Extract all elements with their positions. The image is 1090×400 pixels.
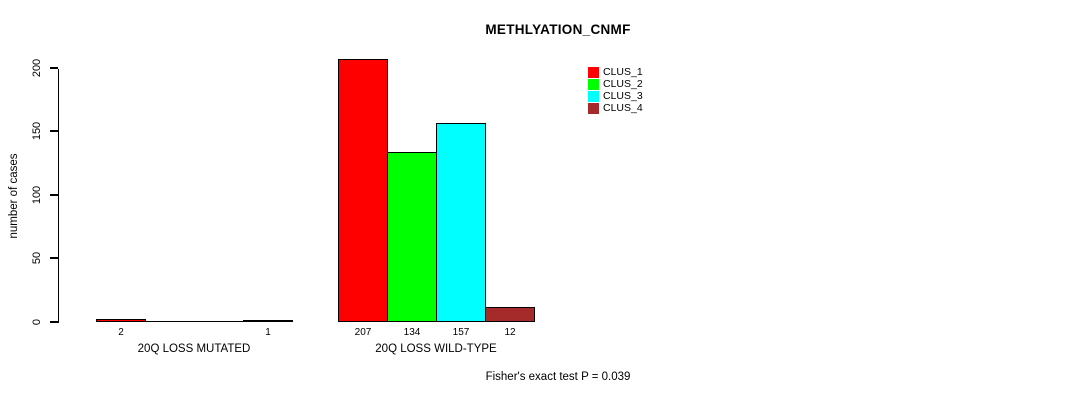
y-axis-title: number of cases xyxy=(8,153,20,239)
bar-value-label: 1 xyxy=(265,327,271,338)
bar-clus_4-group2 xyxy=(485,307,535,322)
legend-label: CLUS_1 xyxy=(603,65,643,78)
y-tick-label-200: 200 xyxy=(31,58,43,78)
bar-value-label: 207 xyxy=(354,327,372,338)
y-axis-tick-50 xyxy=(50,257,58,259)
y-axis-tick-200 xyxy=(50,67,58,69)
y-tick-label-50: 50 xyxy=(31,251,43,265)
legend-item-clus_3: CLUS_3 xyxy=(588,90,643,102)
y-axis-tick-150 xyxy=(50,130,58,132)
legend-swatch-icon xyxy=(588,66,599,78)
bar-value-label: 12 xyxy=(504,327,516,338)
bar-value-label: 134 xyxy=(403,327,421,338)
legend-item-clus_1: CLUS_1 xyxy=(588,66,643,78)
y-axis-line xyxy=(57,69,59,323)
y-tick-label-150: 150 xyxy=(31,121,43,141)
legend-item-clus_2: CLUS_2 xyxy=(588,78,643,90)
fisher-exact-test-note: Fisher's exact test P = 0.039 xyxy=(485,371,631,383)
bar-clus_3-group2 xyxy=(436,123,486,322)
legend-swatch-icon xyxy=(588,103,599,115)
legend-label: CLUS_2 xyxy=(603,78,643,91)
legend-label: CLUS_3 xyxy=(603,90,643,103)
legend-item-clus_4: CLUS_4 xyxy=(588,103,643,115)
bar-clus_2-group2 xyxy=(387,152,437,322)
y-axis-tick-0 xyxy=(50,321,58,323)
bar-value-label: 157 xyxy=(452,327,470,338)
legend-swatch-icon xyxy=(588,78,599,90)
bar-clus_1-group1 xyxy=(96,319,146,322)
y-tick-label-100: 100 xyxy=(31,185,43,205)
bar-clus_3-group1 xyxy=(194,321,244,322)
bar-value-label: 2 xyxy=(118,327,124,338)
legend: CLUS_1 CLUS_2 CLUS_3 CLUS_4 xyxy=(588,66,643,115)
legend-swatch-icon xyxy=(588,90,599,102)
bar-clus_4-group1 xyxy=(243,320,293,322)
legend-label: CLUS_4 xyxy=(603,102,643,115)
x-group-label: 20Q LOSS MUTATED xyxy=(137,343,251,355)
y-tick-label-0: 0 xyxy=(31,318,43,326)
x-group-label: 20Q LOSS WILD-TYPE xyxy=(375,343,497,355)
y-axis-tick-100 xyxy=(50,194,58,196)
bar-clus_1-group2 xyxy=(338,59,388,322)
chart-title: METHLYATION_CNMF xyxy=(485,22,631,37)
bar-clus_2-group1 xyxy=(145,321,195,322)
